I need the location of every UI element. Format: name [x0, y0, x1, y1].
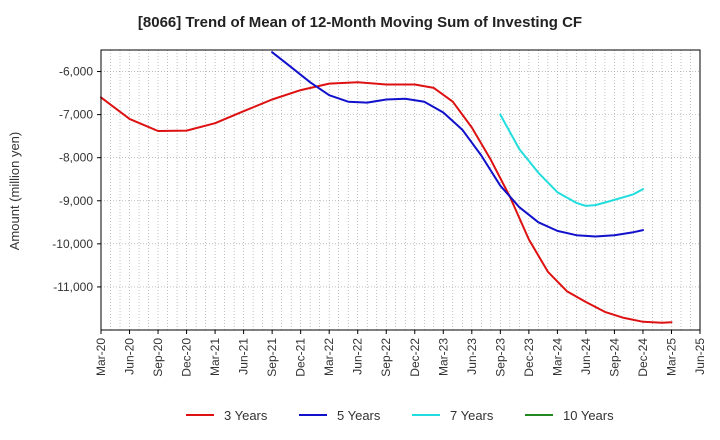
x-tick-label: Jun-24: [579, 338, 593, 375]
series-line-7-years: [499, 113, 644, 207]
x-tick-label: Jun-20: [123, 338, 137, 375]
x-tick-label: Mar-21: [208, 338, 222, 376]
x-tick-label: Jun-25: [693, 338, 707, 375]
y-tick-label: -6,000: [59, 65, 93, 79]
legend: 3 Years 5 Years 7 Years 10 Years: [186, 408, 614, 423]
y-tick-label: -10,000: [52, 237, 93, 251]
grid-layer: [101, 50, 700, 330]
x-tick-label: Mar-20: [94, 338, 108, 376]
legend-label-7-years: 7 Years: [450, 408, 494, 423]
x-tick-label: Dec-22: [408, 338, 422, 377]
y-tick-label: -8,000: [59, 151, 93, 165]
legend-label-10-years: 10 Years: [563, 408, 614, 423]
x-tick-label: Sep-20: [151, 338, 165, 377]
chart-title: [8066] Trend of Mean of 12-Month Moving …: [137, 14, 583, 31]
x-tick-label: Sep-21: [265, 338, 279, 377]
x-tick-label: Jun-22: [351, 338, 365, 375]
legend-label-5-years: 5 Years: [337, 408, 381, 423]
y-tick-label: -11,000: [53, 280, 93, 294]
x-tick-label: Dec-21: [294, 338, 308, 377]
x-axis-ticks: Mar-20 Jun-20 Sep-20 Dec-20 Mar-21 Jun-21 Sep-…: [94, 330, 707, 377]
plot-background: [101, 50, 700, 330]
x-tick-label: Jun-21: [237, 338, 251, 375]
x-tick-label: Mar-23: [436, 338, 450, 376]
series-line-3-years: [100, 81, 673, 324]
y-tick-label: -7,000: [59, 108, 93, 122]
legend-label-3-years: 3 Years: [224, 408, 268, 423]
x-tick-label: Mar-22: [322, 338, 336, 376]
y-axis-ticks: -11,000 -10,000 -9,000 -8,000 -7,000 -6,000: [52, 65, 101, 294]
y-axis-title: Amount (million yen): [7, 132, 22, 251]
series-line-5-years: [271, 51, 644, 238]
x-tick-label: Dec-24: [636, 338, 650, 377]
x-tick-label: Mar-24: [550, 338, 564, 376]
x-tick-label: Mar-25: [664, 338, 678, 376]
series-layer: [100, 51, 673, 324]
x-tick-label: Sep-24: [607, 338, 621, 377]
x-tick-label: Sep-23: [493, 338, 507, 377]
plot-frame: [100, 49, 701, 331]
x-tick-label: Dec-20: [180, 338, 194, 377]
x-tick-label: Sep-22: [379, 338, 393, 377]
x-tick-label: Dec-23: [522, 338, 536, 377]
y-tick-label: -9,000: [59, 194, 93, 208]
x-tick-label: Jun-23: [465, 338, 479, 375]
